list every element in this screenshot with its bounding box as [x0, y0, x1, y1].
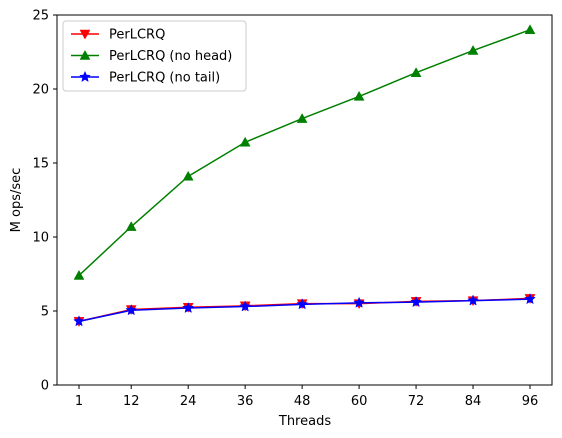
x-tick-label: 48 — [294, 394, 311, 409]
series-layer — [73, 24, 536, 327]
legend-item: PerLCRQ (no tail) — [71, 71, 220, 86]
data-point — [353, 90, 365, 101]
x-tick-label: 72 — [408, 394, 425, 409]
data-point — [353, 296, 365, 308]
plot-area — [56, 14, 553, 386]
data-point — [73, 269, 85, 280]
data-point — [125, 221, 137, 231]
legend-marker — [79, 29, 91, 40]
data-point — [524, 24, 536, 35]
data-point — [410, 67, 422, 77]
x-tick-label: 24 — [180, 394, 197, 409]
x-axis: 1 12 24 36 48 60 72 84 96 — [75, 385, 538, 409]
data-point — [182, 301, 195, 314]
x-axis-label: Threads — [278, 414, 331, 429]
legend-marker — [79, 70, 91, 82]
legend-label: PerLCRQ (no tail) — [109, 71, 220, 86]
data-point — [182, 170, 194, 181]
y-tick-label: 20 — [32, 83, 49, 98]
y-tick-label: 0 — [41, 379, 49, 394]
series-3 — [73, 293, 536, 327]
legend-label: PerLCRQ (no head) — [109, 49, 232, 64]
y-tick-label: 10 — [32, 231, 49, 246]
x-tick-label: 84 — [465, 394, 482, 409]
data-point — [296, 113, 308, 123]
x-tick-label: 96 — [522, 394, 539, 409]
legend-item: PerLCRQ — [71, 28, 165, 43]
data-point — [73, 315, 85, 327]
y-axis: 0 5 10 15 20 25 — [32, 9, 57, 394]
legend: PerLCRQ PerLCRQ (no head) PerLCRQ (no tail… — [62, 20, 247, 92]
x-tick-label: 60 — [351, 394, 368, 409]
x-tick-label: 36 — [237, 394, 254, 409]
series-2 — [73, 24, 536, 280]
data-point — [524, 293, 536, 305]
data-point — [467, 45, 479, 55]
y-tick-label: 25 — [32, 9, 49, 24]
legend-box — [62, 20, 247, 92]
legend-item: PerLCRQ (no head) — [71, 49, 232, 64]
y-tick-label: 15 — [32, 157, 49, 172]
data-point — [296, 298, 308, 310]
data-point — [125, 304, 138, 316]
data-point — [467, 294, 479, 306]
data-point — [410, 295, 422, 308]
legend-label: PerLCRQ — [109, 28, 165, 43]
x-tick-label: 1 — [75, 394, 83, 409]
x-tick-label: 12 — [123, 394, 140, 409]
legend-marker — [79, 49, 91, 60]
data-point — [239, 300, 252, 312]
plot-frame — [56, 14, 553, 386]
data-point — [239, 136, 251, 147]
y-tick-label: 5 — [41, 305, 49, 320]
y-axis-label: M ops/sec — [9, 168, 24, 233]
